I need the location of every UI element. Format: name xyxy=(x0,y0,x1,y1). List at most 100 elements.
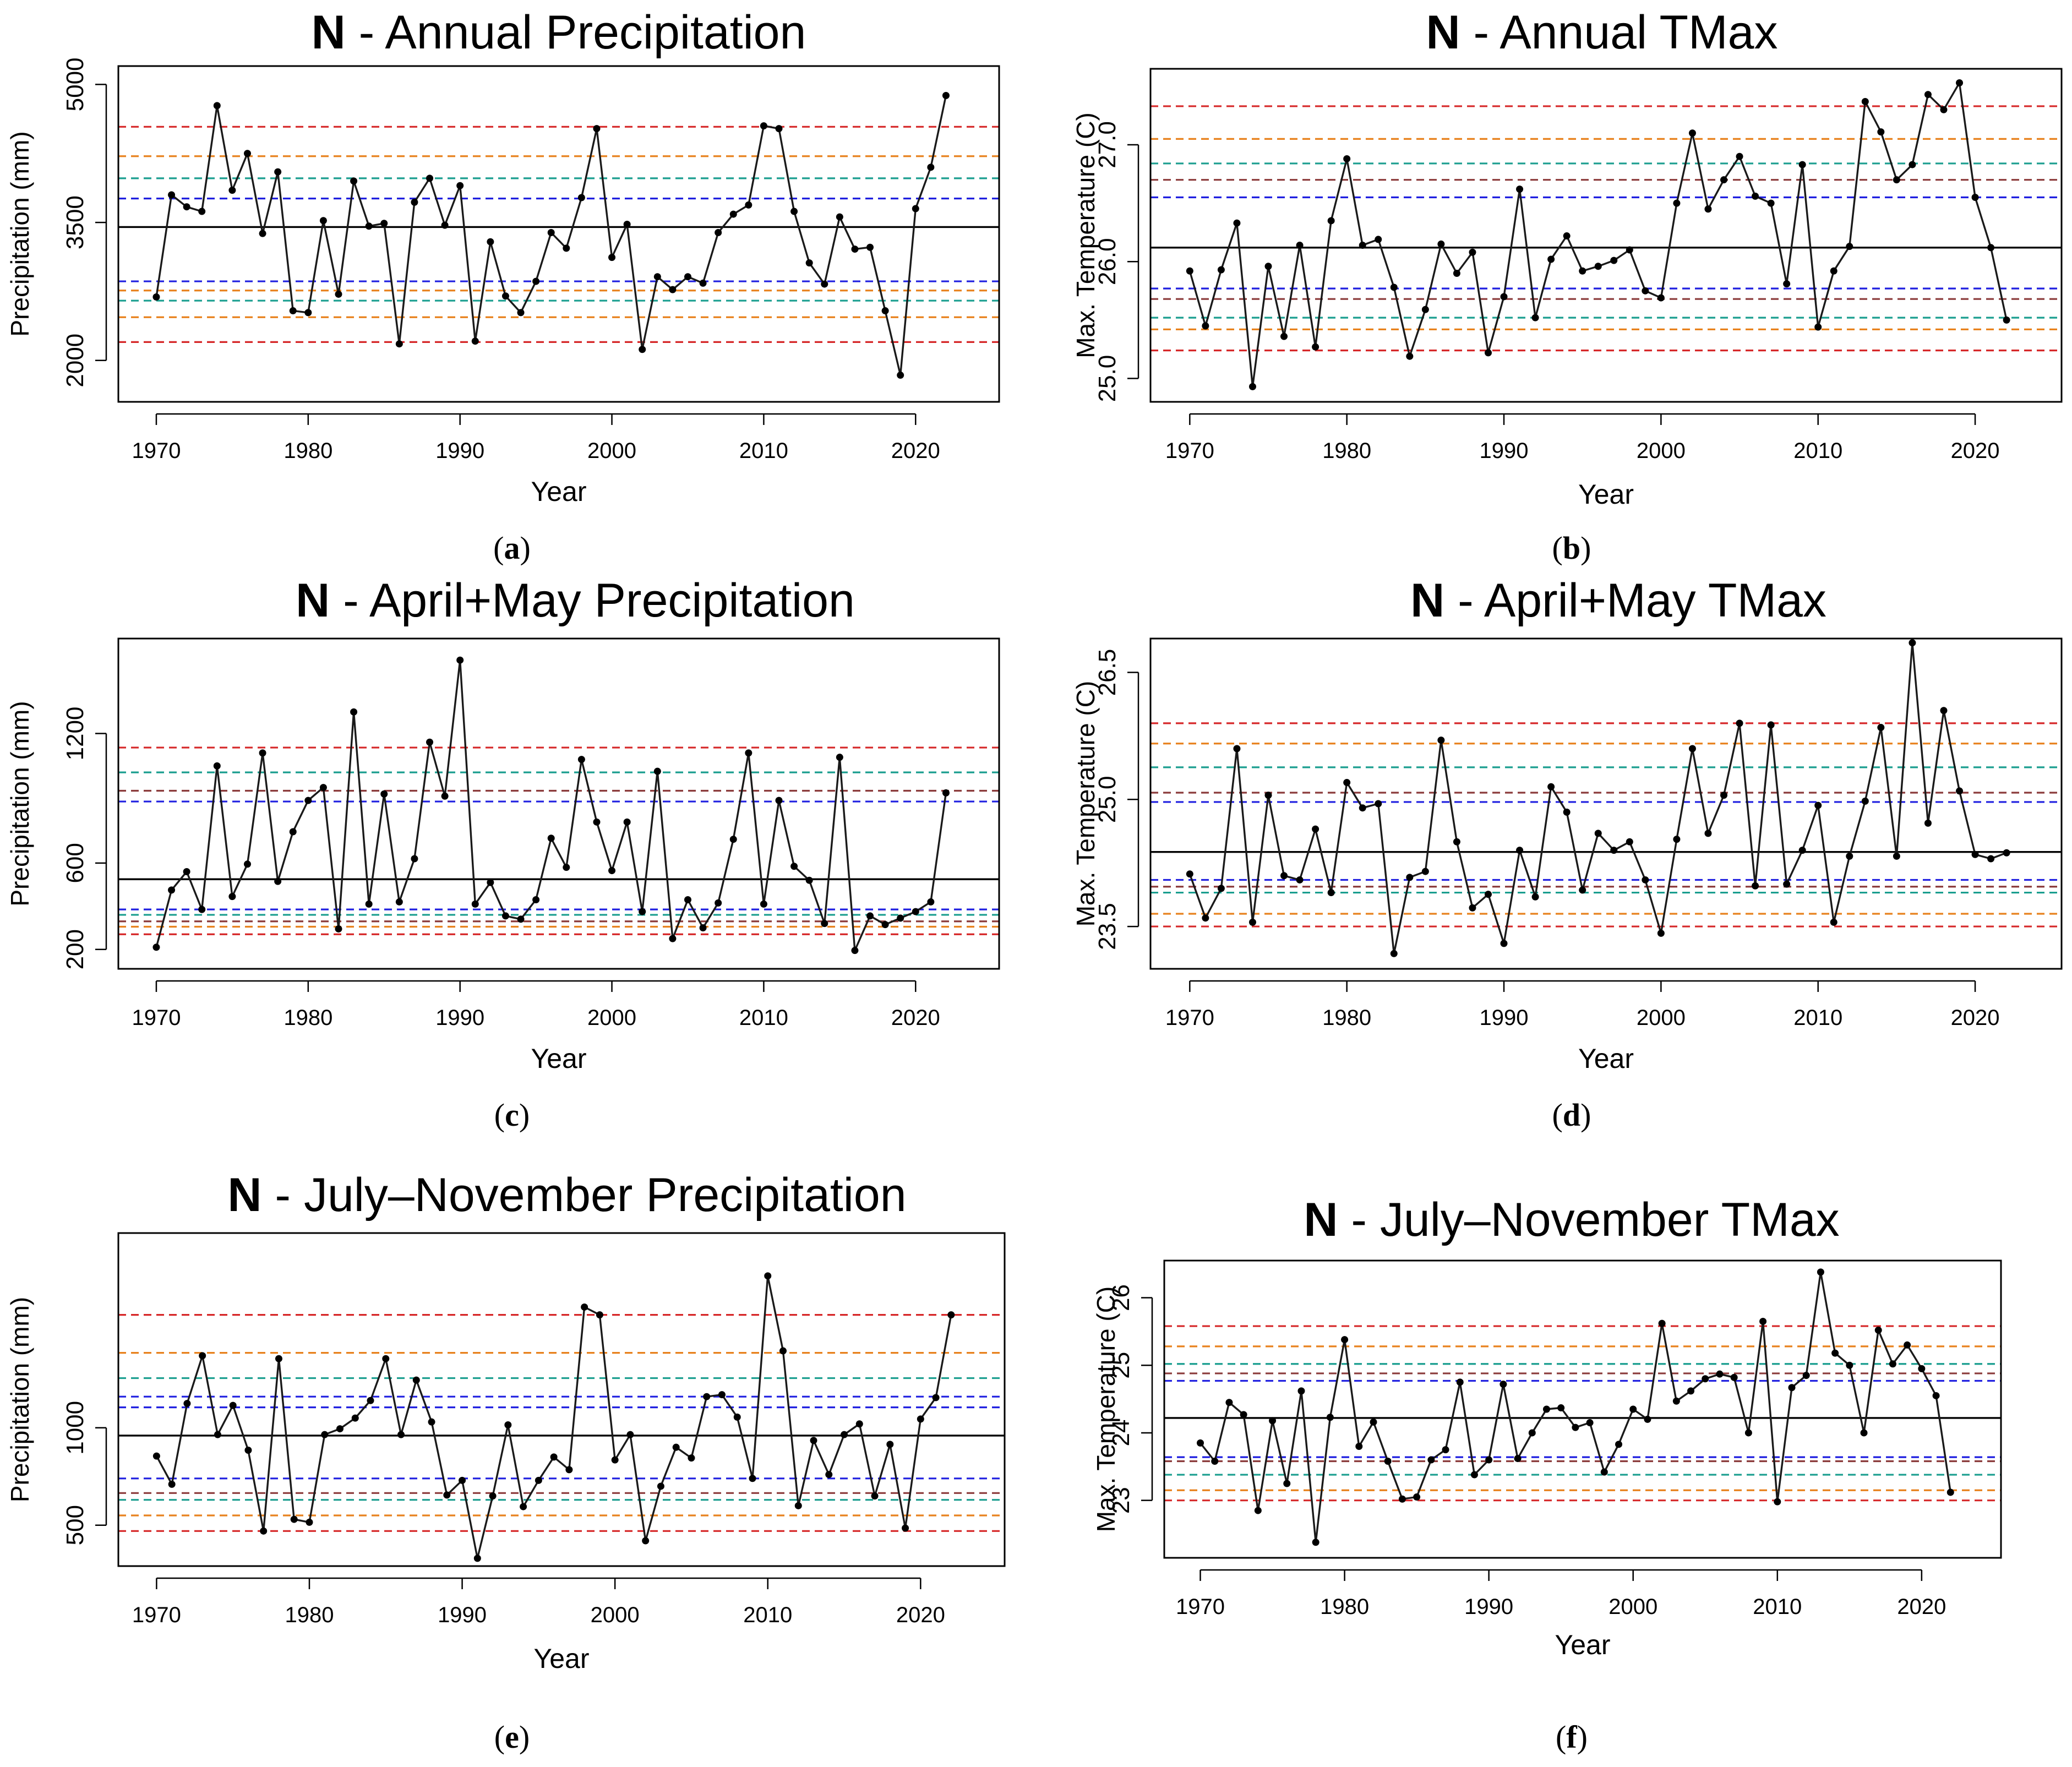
data-point xyxy=(260,1527,268,1535)
x-tick-label: 2020 xyxy=(891,1006,940,1030)
data-point xyxy=(1384,1458,1392,1465)
x-tick-label: 1990 xyxy=(435,1006,484,1030)
data-point xyxy=(350,708,358,716)
data-point xyxy=(1484,349,1492,357)
data-point xyxy=(1312,343,1319,351)
data-point xyxy=(1355,1443,1363,1450)
data-point xyxy=(1542,1405,1550,1413)
data-point xyxy=(365,900,373,908)
caption-close: ) xyxy=(1580,530,1591,566)
data-point xyxy=(897,372,904,379)
data-point xyxy=(932,1394,940,1401)
data-point xyxy=(289,307,297,315)
data-point xyxy=(426,174,434,182)
x-tick-label: 2020 xyxy=(1897,1595,1946,1619)
x-axis-label: Year xyxy=(531,476,586,507)
data-point xyxy=(304,797,312,804)
data-point xyxy=(228,187,236,194)
data-point xyxy=(489,1492,497,1500)
data-point xyxy=(168,886,176,894)
x-tick-label: 2000 xyxy=(1637,1006,1686,1030)
data-point xyxy=(1528,1429,1536,1437)
data-point xyxy=(1956,787,1964,795)
data-point xyxy=(1531,893,1539,901)
data-point xyxy=(881,921,889,929)
data-point xyxy=(1413,1493,1421,1501)
data-point xyxy=(1687,1387,1695,1395)
y-axis-label: Max. Temperature (C) xyxy=(1092,1286,1120,1533)
data-point xyxy=(775,797,783,804)
data-point xyxy=(1860,1429,1868,1437)
caption-open: ( xyxy=(1556,1719,1566,1755)
data-point xyxy=(1798,847,1806,854)
y-tick-label: 2000 xyxy=(62,334,89,388)
data-point xyxy=(684,273,691,281)
data-point xyxy=(382,1355,390,1362)
data-point xyxy=(152,944,160,951)
chart-title-rest: - July–November Precipitation xyxy=(262,1169,907,1221)
data-point xyxy=(520,1503,527,1510)
data-point xyxy=(1456,1378,1464,1386)
data-point xyxy=(1248,918,1256,926)
data-point xyxy=(547,835,555,842)
data-point xyxy=(1744,1429,1752,1437)
data-point xyxy=(1736,719,1743,727)
x-tick-label: 1980 xyxy=(1320,1595,1369,1619)
data-point xyxy=(1971,850,1979,858)
y-tick-label: 25.0 xyxy=(1094,355,1121,402)
data-point xyxy=(1240,1411,1247,1419)
y-axis-label: Precipitation (mm) xyxy=(6,1297,34,1502)
data-point xyxy=(168,191,176,199)
data-point xyxy=(760,122,767,130)
x-tick-label: 1990 xyxy=(435,439,484,463)
data-point xyxy=(1254,1507,1262,1514)
y-tick-label: 25.0 xyxy=(1094,776,1121,823)
panel-caption: (e) xyxy=(494,1719,530,1755)
chart-title-bold: N xyxy=(1304,1193,1338,1246)
data-point xyxy=(1202,322,1209,330)
data-point xyxy=(1326,1414,1334,1421)
data-point xyxy=(532,896,540,904)
x-tick-label: 2020 xyxy=(896,1603,945,1627)
data-point xyxy=(593,125,601,133)
data-point xyxy=(351,1414,359,1422)
data-point xyxy=(1642,287,1649,294)
data-point xyxy=(1644,1415,1651,1423)
data-point xyxy=(456,656,464,664)
data-point xyxy=(1437,737,1445,744)
data-point xyxy=(1600,1468,1608,1476)
data-point xyxy=(1217,266,1225,274)
data-point xyxy=(1673,836,1681,843)
data-point xyxy=(1217,885,1225,892)
series-line xyxy=(155,659,947,952)
data-point xyxy=(1269,1417,1277,1425)
y-tick-label: 26 xyxy=(1108,1284,1135,1311)
data-point xyxy=(1932,1392,1940,1399)
x-tick-label: 1970 xyxy=(132,1006,181,1030)
data-point xyxy=(1752,882,1759,890)
caption-close: ) xyxy=(519,1719,530,1755)
data-point xyxy=(1642,876,1649,884)
data-point xyxy=(775,125,783,133)
caption-open: ( xyxy=(1552,530,1563,566)
data-point xyxy=(1390,950,1398,957)
data-point xyxy=(1579,886,1586,894)
data-point xyxy=(1563,808,1571,816)
data-point xyxy=(1398,1495,1406,1503)
data-point xyxy=(1297,1387,1305,1395)
data-point xyxy=(456,182,464,189)
y-axis-label: Max. Temperature (C) xyxy=(1071,112,1100,358)
data-point xyxy=(1802,1372,1810,1379)
data-point xyxy=(1421,306,1429,313)
data-point xyxy=(1767,721,1775,729)
panel-caption: (f) xyxy=(1556,1719,1588,1755)
data-point xyxy=(942,91,950,99)
data-point xyxy=(1406,874,1414,881)
data-point xyxy=(380,790,388,798)
data-point xyxy=(441,221,449,229)
caption-close: ) xyxy=(1580,1097,1591,1133)
data-point xyxy=(380,220,388,227)
data-point xyxy=(1264,792,1272,799)
chart-title-rest: - July–November TMax xyxy=(1338,1193,1839,1246)
data-point xyxy=(1874,1326,1882,1334)
